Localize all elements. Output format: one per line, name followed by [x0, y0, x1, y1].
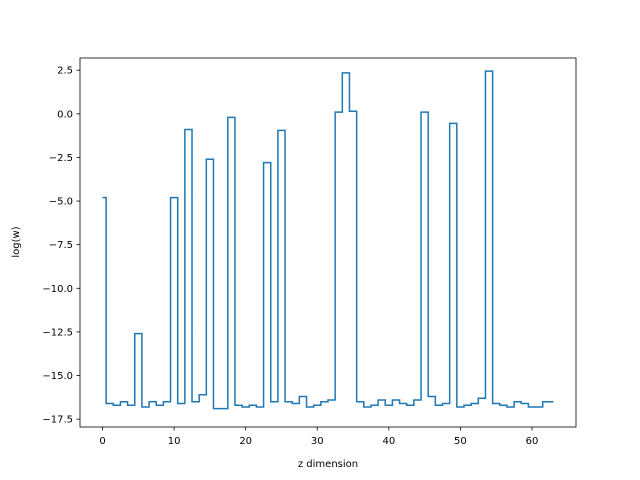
y-tick-label: −10.0	[42, 284, 73, 295]
x-tick-label: 50	[454, 436, 467, 447]
y-axis-label: log(w)	[11, 226, 22, 257]
y-tick-label: −5.0	[49, 197, 73, 208]
y-tick-label: 2.5	[57, 66, 73, 77]
y-tick-label: −17.5	[42, 415, 73, 426]
y-axis-ticks: −17.5 −15.0 −12.5 −10.0 −7.5 −5.0 −2.5 0.0 2.5	[42, 66, 80, 426]
axes-frame	[79, 57, 577, 428]
y-tick-label: −15.0	[42, 371, 73, 382]
x-tick-label: 10	[168, 436, 181, 447]
x-tick-label: 40	[382, 436, 395, 447]
x-tick-label: 0	[99, 436, 105, 447]
x-tick-label: 30	[311, 436, 324, 447]
x-axis-ticks: 0 10 20 30 40 50 60	[99, 427, 538, 447]
y-tick-label: 0.0	[57, 109, 73, 120]
x-tick-label: 60	[526, 436, 539, 447]
x-tick-label: 20	[239, 436, 252, 447]
y-tick-label: −2.5	[49, 153, 73, 164]
x-axis-label: z dimension	[298, 459, 358, 470]
y-tick-label: −12.5	[42, 327, 73, 338]
plot-area	[102, 70, 554, 410]
y-tick-label: −7.5	[49, 240, 73, 251]
series-line	[102, 70, 554, 410]
